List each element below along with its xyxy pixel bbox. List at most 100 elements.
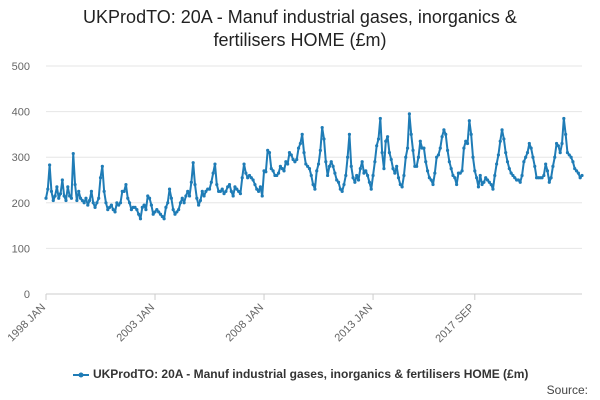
data-point (518, 180, 522, 184)
data-point (144, 208, 148, 212)
data-point (322, 137, 326, 141)
y-tick-label: 100 (12, 243, 30, 255)
data-point (84, 196, 88, 200)
data-point (424, 160, 428, 164)
data-point (126, 196, 130, 200)
data-point (525, 151, 530, 155)
data-point (115, 201, 119, 205)
source-label: Source: (546, 383, 588, 397)
data-point (284, 160, 288, 164)
data-point (162, 217, 166, 221)
data-point (140, 205, 144, 209)
data-point (93, 205, 97, 209)
data-point (187, 194, 192, 198)
data-point (384, 139, 388, 143)
data-point (382, 167, 386, 171)
data-point (278, 164, 282, 168)
data-point (509, 171, 513, 175)
data-point (485, 178, 490, 182)
data-point (320, 125, 324, 130)
data-point (58, 192, 63, 196)
grid-lines (46, 65, 582, 295)
data-point (44, 196, 48, 200)
legend-line-marker-icon (72, 372, 89, 378)
data-point (182, 201, 186, 205)
legend[interactable]: UKProdTO: 20A - Manuf industrial gases, … (0, 367, 600, 381)
data-point (453, 176, 457, 180)
data-point (431, 182, 435, 187)
data-point (62, 194, 66, 198)
data-point (251, 178, 255, 182)
data-point (169, 196, 173, 200)
data-point (407, 112, 411, 116)
data-point (324, 160, 328, 164)
data-point (556, 144, 560, 148)
data-point (482, 180, 486, 184)
data-point (57, 196, 61, 200)
data-point (522, 160, 526, 164)
data-point (513, 176, 517, 180)
data-point (444, 132, 448, 136)
data-point (502, 137, 506, 141)
data-point (389, 157, 393, 162)
data-point (157, 210, 161, 214)
data-point (558, 151, 562, 155)
data-point (495, 162, 499, 166)
data-point (498, 139, 502, 143)
data-point (409, 132, 413, 136)
data-point (269, 167, 273, 171)
data-point (547, 180, 551, 184)
data-point (80, 198, 84, 203)
data-point (293, 160, 297, 164)
data-point (255, 187, 259, 191)
data-point (282, 169, 286, 173)
data-point (331, 164, 335, 168)
data-point (347, 132, 352, 136)
data-point (215, 182, 219, 187)
data-point (476, 185, 481, 189)
data-point (529, 146, 533, 150)
data-point (549, 176, 553, 180)
data-point (398, 182, 402, 187)
data-point (491, 187, 495, 191)
data-point (451, 173, 455, 178)
data-point (333, 171, 337, 175)
data-point (373, 160, 377, 164)
data-point (296, 146, 301, 150)
data-point (375, 144, 379, 148)
data-point (489, 182, 493, 187)
data-point (455, 182, 459, 187)
data-point (237, 189, 241, 193)
data-point (209, 180, 213, 184)
data-point (356, 178, 361, 182)
data-point (435, 155, 439, 159)
data-point (400, 185, 404, 189)
data-point (142, 203, 146, 207)
data-point (64, 198, 68, 203)
data-point (186, 189, 190, 193)
data-point (124, 182, 128, 187)
data-point (342, 182, 346, 187)
data-point (462, 146, 466, 150)
data-point (158, 212, 163, 216)
data-point (289, 153, 293, 157)
data-point (385, 135, 390, 139)
data-point (117, 203, 121, 207)
data-point (302, 151, 306, 155)
data-point (88, 198, 92, 203)
data-point (233, 185, 237, 189)
data-point (246, 176, 250, 180)
data-point (580, 173, 584, 178)
data-point (227, 182, 232, 187)
data-point (66, 185, 70, 189)
data-point (351, 176, 355, 180)
data-point (344, 173, 348, 178)
data-point (82, 201, 86, 205)
data-point (533, 164, 537, 168)
data-point (295, 157, 299, 162)
data-point (487, 180, 491, 184)
data-point (340, 189, 344, 193)
data-point (275, 173, 279, 178)
data-point (402, 173, 406, 178)
